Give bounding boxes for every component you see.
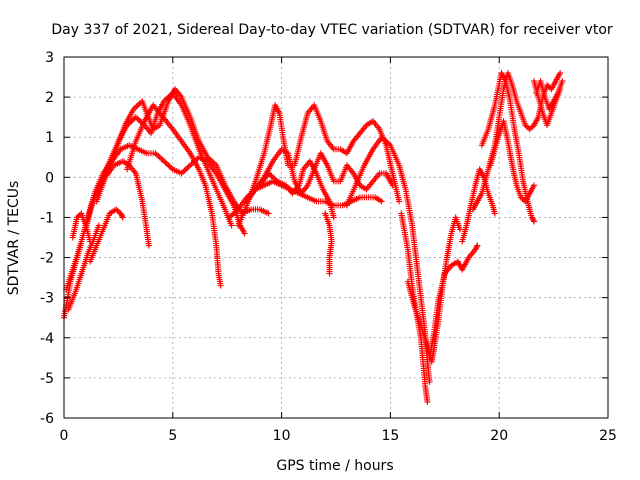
y-tick-label: -1: [40, 210, 54, 226]
data-point: [265, 210, 272, 217]
data-point: [217, 282, 224, 289]
data-point: [326, 270, 333, 277]
data-point: [161, 158, 168, 165]
x-tick-labels: 0 5 10 15 20 25: [60, 428, 617, 444]
data-point: [182, 166, 189, 173]
x-axis-label: GPS time / hours: [276, 458, 393, 474]
data-point: [87, 238, 94, 245]
x-tick-label: 25: [599, 428, 617, 444]
data-point: [526, 126, 533, 133]
plot-frame: [63, 56, 609, 419]
data-point: [228, 222, 235, 229]
data-point: [474, 242, 481, 249]
gridlines: [64, 57, 608, 418]
track-22: [533, 78, 566, 113]
data-point: [557, 70, 564, 77]
y-tick-label: 3: [45, 50, 54, 66]
data-point: [473, 243, 480, 250]
track-16: [426, 242, 481, 361]
data-point: [531, 182, 538, 189]
track-11: [256, 158, 337, 221]
chart-title: Day 337 of 2021, Sidereal Day-to-day VTE…: [51, 22, 613, 38]
track-19: [478, 70, 538, 225]
data-point: [119, 213, 126, 220]
track-17: [459, 166, 498, 245]
data-point: [185, 163, 192, 170]
y-tick-label: -6: [40, 411, 54, 427]
y-axis-label: SDTVAR / TECUs: [6, 181, 22, 296]
data-point: [184, 164, 191, 171]
y-tick-labels: -6 -5 -4 -3 -2 -1 0 1 2 3: [40, 50, 54, 427]
x-tick-label: 10: [273, 428, 291, 444]
y-tick-label: -3: [40, 291, 54, 307]
data-point: [119, 214, 126, 221]
data-point: [229, 211, 236, 218]
y-tick-label: 2: [45, 90, 54, 106]
track-5: [69, 210, 94, 245]
x-tick-label: 20: [490, 428, 508, 444]
track-6: [87, 206, 126, 265]
x-tick-label: 5: [168, 428, 177, 444]
data-point: [133, 103, 140, 110]
data-point: [528, 124, 535, 131]
data-point: [396, 198, 403, 205]
data-point: [145, 242, 152, 249]
y-tick-label: 0: [45, 170, 54, 186]
data-point: [136, 100, 143, 107]
data-point: [166, 163, 173, 170]
data-point: [95, 222, 102, 229]
data-point: [378, 198, 385, 205]
data-point: [330, 214, 337, 221]
data-point: [155, 152, 162, 159]
data-point: [268, 172, 275, 179]
data-point: [134, 115, 141, 122]
y-tick-label: -2: [40, 251, 54, 267]
data-point: [424, 398, 431, 405]
track-4: [65, 222, 102, 313]
data-point: [241, 230, 248, 237]
data-point: [159, 156, 166, 163]
track-10: [243, 146, 396, 205]
data-point: [158, 155, 165, 162]
data-point: [114, 207, 121, 214]
data-point: [163, 160, 170, 167]
y-tick-label: -5: [40, 371, 54, 387]
data-point: [529, 215, 536, 222]
track-20: [487, 118, 538, 205]
y-tick-label: -4: [40, 331, 54, 347]
x-tick-label: 15: [381, 428, 399, 444]
data-point: [531, 218, 538, 225]
data-point: [162, 159, 169, 166]
data-point: [559, 78, 566, 85]
data-point: [457, 226, 464, 233]
data-point: [156, 154, 163, 161]
data-point: [389, 182, 396, 189]
data-point: [530, 217, 537, 224]
data-point: [491, 210, 498, 217]
track-12: [322, 210, 335, 277]
x-tick-label: 0: [60, 428, 69, 444]
y-tick-label: 1: [45, 130, 54, 146]
track-7: [124, 102, 224, 289]
data-points: [61, 70, 566, 405]
data-point: [165, 162, 172, 169]
data-point: [187, 162, 194, 169]
data-point: [132, 114, 139, 121]
data-point: [135, 116, 142, 123]
track-13: [343, 134, 433, 385]
data-point: [153, 151, 160, 158]
axis-ticks: [63, 56, 609, 419]
data-point: [179, 168, 186, 175]
